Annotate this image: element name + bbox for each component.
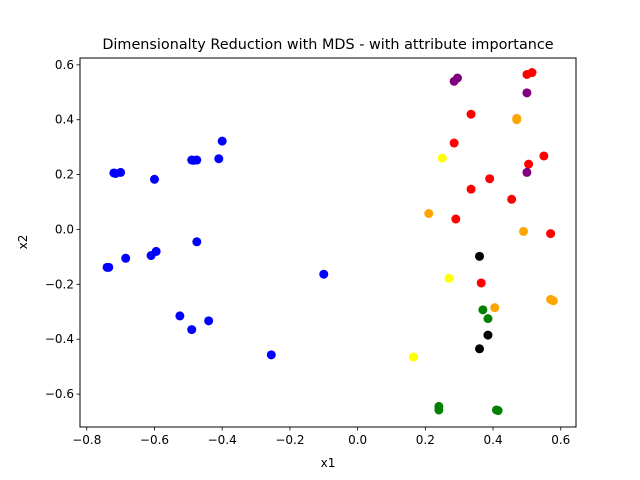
- data-point: [149, 174, 159, 184]
- data-point: [483, 330, 493, 340]
- data-point: [475, 344, 485, 354]
- y-tick-label: 0.2: [55, 168, 74, 182]
- data-point: [476, 278, 486, 288]
- data-point: [192, 155, 202, 165]
- data-point: [490, 303, 500, 313]
- data-point: [522, 88, 532, 98]
- data-point: [522, 167, 532, 177]
- data-point: [519, 226, 529, 236]
- data-point: [546, 229, 556, 239]
- data-point: [434, 405, 444, 415]
- data-point: [192, 237, 202, 247]
- data-point: [548, 296, 558, 306]
- data-point: [466, 109, 476, 119]
- data-point: [104, 262, 114, 272]
- data-point: [527, 68, 537, 78]
- x-tick-label: −0.4: [208, 433, 237, 447]
- x-tick-label: 0.2: [416, 433, 435, 447]
- data-point: [424, 209, 434, 219]
- y-tick-label: −0.4: [45, 332, 74, 346]
- y-tick-label: 0.6: [55, 58, 74, 72]
- data-point: [121, 253, 131, 263]
- data-point: [266, 350, 276, 360]
- chart-title: Dimensionalty Reduction with MDS - with …: [102, 37, 553, 53]
- x-tick-label: 0.4: [484, 433, 503, 447]
- data-point: [217, 136, 227, 146]
- y-tick-label: −0.6: [45, 387, 74, 401]
- plot-frame: [79, 57, 577, 428]
- x-tick-label: −0.2: [275, 433, 304, 447]
- y-tick-label: 0.0: [55, 222, 74, 236]
- x-tick-label: 0.6: [551, 433, 570, 447]
- data-point: [512, 115, 522, 125]
- data-point: [483, 314, 493, 324]
- x-axis-ticks: −0.8 −0.6 −0.4 −0.2 0.0 0.2 0.4 0.6: [72, 427, 570, 447]
- data-point: [187, 325, 197, 335]
- x-tick-label: −0.8: [72, 433, 101, 447]
- data-point: [539, 151, 549, 161]
- data-point: [214, 154, 224, 164]
- data-point: [437, 153, 447, 163]
- data-point: [507, 194, 517, 204]
- y-axis-label: x2: [16, 235, 30, 250]
- data-point: [449, 76, 459, 86]
- data-point: [146, 251, 156, 261]
- data-point: [475, 251, 485, 261]
- data-point: [485, 174, 495, 184]
- data-point: [444, 273, 454, 283]
- data-point: [449, 138, 459, 148]
- y-tick-label: −0.2: [45, 277, 74, 291]
- data-point: [524, 159, 534, 169]
- y-tick-label: 0.4: [55, 113, 74, 127]
- data-point: [408, 352, 418, 362]
- data-point: [204, 316, 214, 326]
- data-point: [493, 406, 503, 416]
- data-point: [175, 311, 185, 321]
- data-point: [116, 167, 126, 177]
- data-point: [466, 184, 476, 194]
- x-tick-label: −0.6: [140, 433, 169, 447]
- x-axis-label: x1: [321, 456, 336, 470]
- data-point: [319, 269, 329, 279]
- x-tick-label: 0.0: [348, 433, 367, 447]
- data-point: [451, 214, 461, 224]
- y-axis-ticks: −0.6 −0.4 −0.2 0.0 0.2 0.4 0.6: [45, 58, 80, 401]
- data-point: [478, 305, 488, 315]
- data-points: [102, 68, 558, 416]
